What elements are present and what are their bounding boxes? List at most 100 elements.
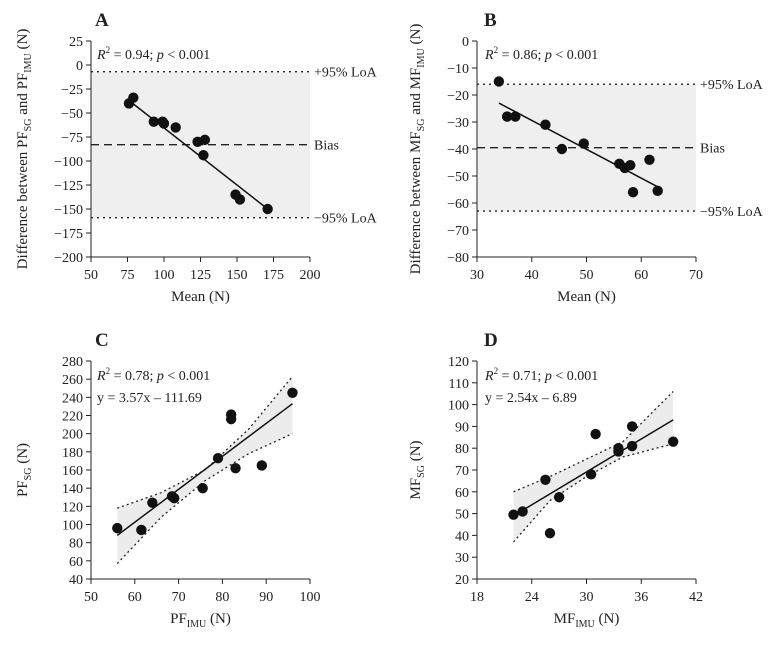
y-tick-label: 30 xyxy=(455,551,469,566)
data-point xyxy=(225,413,237,425)
x-tick-label: 75 xyxy=(121,268,135,283)
data-point xyxy=(556,143,568,155)
x-tick-label: 60 xyxy=(634,268,648,283)
regression-line xyxy=(498,102,659,188)
regression-line xyxy=(116,403,293,536)
y-axis-label: Difference between MFSG and MFIMU (N) xyxy=(408,24,427,275)
y-tick-label: 60 xyxy=(69,555,83,570)
y-tick-label: −70 xyxy=(447,224,469,239)
y-tick-label: 100 xyxy=(448,399,469,414)
panel-d: 20 30 40 50 60 70 80 90 100 110 120 18 24 30 36 42 D R2 =… xyxy=(408,330,703,630)
y-tick-label: −100 xyxy=(54,155,83,170)
data-point xyxy=(199,134,211,146)
y-tick-label: −40 xyxy=(447,143,469,158)
ref-line-label: −95% LoA xyxy=(700,205,764,220)
data-point xyxy=(148,116,159,127)
stats-annotation: R2 = 0.78; p < 0.001 xyxy=(96,366,210,384)
data-point xyxy=(147,497,158,508)
y-tick-label: 200 xyxy=(62,428,83,443)
x-tick-label: 125 xyxy=(190,268,211,283)
data-point xyxy=(625,160,636,171)
y-tick-label: 140 xyxy=(62,482,83,497)
data-point xyxy=(493,76,505,87)
x-tick-label: 30 xyxy=(580,590,594,605)
data-point xyxy=(578,138,589,149)
x-tick-label: 90 xyxy=(259,590,273,605)
data-point xyxy=(136,524,147,536)
x-tick-label: 175 xyxy=(263,268,284,283)
y-tick-label: 0 xyxy=(462,35,469,50)
x-tick-label: 100 xyxy=(154,268,175,283)
regression-equation: y = 3.57x – 111.69 xyxy=(97,391,202,406)
ci-lower-line xyxy=(513,443,674,543)
y-tick-label: −60 xyxy=(447,197,469,212)
data-point xyxy=(158,118,170,129)
ref-line-label: Bias xyxy=(700,142,725,157)
x-tick-label: 70 xyxy=(172,590,186,605)
data-point xyxy=(626,440,638,452)
data-point xyxy=(540,119,551,130)
regression-line xyxy=(513,419,674,517)
y-tick-label: 160 xyxy=(62,464,83,479)
data-point xyxy=(287,387,298,398)
y-tick-label: 20 xyxy=(455,573,469,588)
panel-c: 40 60 80 100 120 140 160 180 200 220 240 260 280 50 60… xyxy=(15,330,321,630)
panel-label: D xyxy=(484,330,498,351)
y-tick-label: 90 xyxy=(455,420,469,435)
y-tick-label: 25 xyxy=(69,35,83,50)
y-tick-label: 0 xyxy=(76,59,83,74)
y-axis-label: Difference between PFSG and PFIMU (N) xyxy=(15,29,34,270)
data-point xyxy=(585,469,597,480)
ci-upper-line xyxy=(513,391,674,493)
x-tick-label: 150 xyxy=(227,268,248,283)
x-tick-label: 80 xyxy=(215,590,229,605)
y-tick-label: 40 xyxy=(455,529,469,544)
data-point xyxy=(128,92,139,103)
data-point xyxy=(644,154,655,165)
y-tick-label: 80 xyxy=(69,537,83,552)
x-tick-label: 100 xyxy=(300,590,321,605)
stats-annotation: R2 = 0.71; p < 0.001 xyxy=(484,366,598,384)
regression-equation: y = 2.54x – 6.89 xyxy=(485,391,577,406)
x-tick-label: 36 xyxy=(634,590,648,605)
data-point xyxy=(590,428,601,440)
x-tick-label: 60 xyxy=(128,590,142,605)
y-tick-label: 120 xyxy=(62,500,83,515)
y-tick-label: 240 xyxy=(62,391,83,406)
data-point xyxy=(544,528,556,539)
y-tick-label: −20 xyxy=(447,89,469,104)
x-tick-label: 50 xyxy=(580,268,594,283)
y-tick-label: −80 xyxy=(447,251,469,266)
ref-line-label: −95% LoA xyxy=(314,212,378,227)
data-point xyxy=(508,509,519,520)
y-tick-label: −150 xyxy=(54,203,83,218)
y-tick-label: −10 xyxy=(447,62,469,77)
data-point xyxy=(652,185,663,197)
x-axis-label: MFIMU (N) xyxy=(554,611,620,630)
y-tick-label: 260 xyxy=(62,373,83,388)
x-tick-label: 200 xyxy=(300,268,321,283)
data-point xyxy=(212,452,224,464)
x-tick-label: 70 xyxy=(689,268,703,283)
data-point xyxy=(510,111,521,122)
y-tick-label: −175 xyxy=(54,227,83,242)
stats-annotation: R2 = 0.94; p < 0.001 xyxy=(96,45,210,63)
panel-label: A xyxy=(95,10,109,31)
x-tick-label: 40 xyxy=(525,268,539,283)
y-tick-label: 80 xyxy=(455,442,469,457)
y-axis-label: PFSG (N) xyxy=(15,443,34,497)
data-point xyxy=(234,194,246,205)
y-tick-label: −75 xyxy=(61,131,83,146)
y-tick-label: −50 xyxy=(447,170,469,185)
y-tick-label: 180 xyxy=(62,446,83,461)
data-point xyxy=(553,492,565,503)
x-tick-label: 50 xyxy=(84,590,98,605)
data-point xyxy=(613,443,624,454)
y-tick-label: 50 xyxy=(455,508,469,523)
y-tick-label: −125 xyxy=(54,179,83,194)
data-point xyxy=(169,492,180,504)
data-point xyxy=(230,462,241,474)
data-point xyxy=(501,111,513,122)
x-tick-label: 30 xyxy=(470,268,484,283)
